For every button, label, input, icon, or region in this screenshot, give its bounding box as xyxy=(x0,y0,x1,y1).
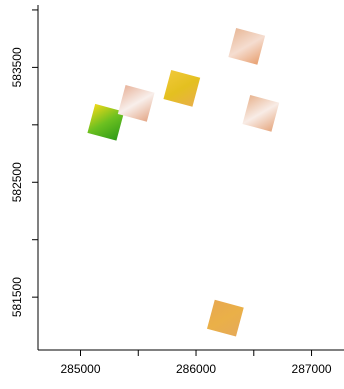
y-tick-label: 583500 xyxy=(10,47,24,87)
chart: 581500 582500 583500 285000 286000 287000 xyxy=(0,0,344,389)
x-tick-label: 285000 xyxy=(60,362,100,376)
raster-tile xyxy=(228,28,265,65)
raster-tile xyxy=(242,95,279,132)
raster-tile xyxy=(87,104,124,141)
x-tick-label: 287000 xyxy=(292,362,332,376)
raster-tile xyxy=(207,300,244,337)
y-tick-label: 582500 xyxy=(10,162,24,202)
y-tick-label: 581500 xyxy=(10,277,24,317)
raster-tile xyxy=(118,85,155,122)
x-tick-label: 286000 xyxy=(176,362,216,376)
raster-tile xyxy=(163,70,200,107)
